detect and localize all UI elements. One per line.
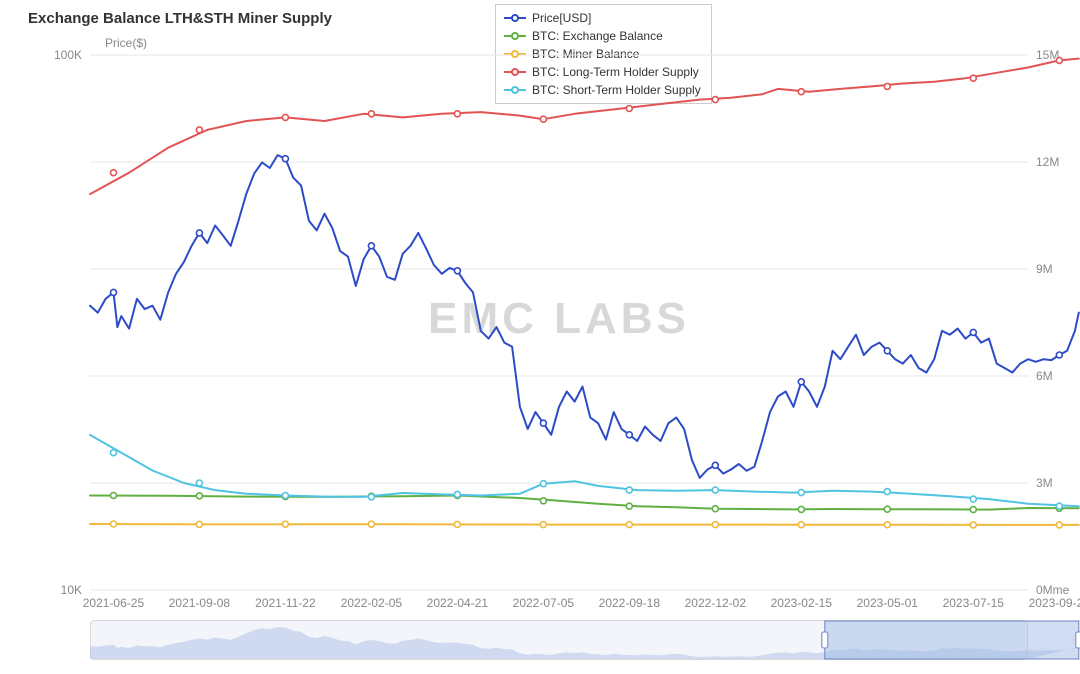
y-right-tick-label: 15M	[1036, 48, 1059, 62]
legend-marker-icon	[504, 13, 526, 23]
x-tick-label: 2021-09-08	[169, 596, 230, 610]
x-tick-label: 2022-02-05	[341, 596, 402, 610]
time-brush[interactable]	[90, 620, 1028, 660]
x-tick-label: 2022-12-02	[685, 596, 746, 610]
x-tick-label: 2021-11-22	[255, 596, 316, 610]
x-tick-label: 2023-09-28	[1029, 596, 1080, 610]
x-tick-label: 2022-04-21	[427, 596, 488, 610]
brush-handle	[1076, 632, 1080, 648]
x-tick-label: 2021-06-25	[83, 596, 144, 610]
legend-item[interactable]: Price[USD]	[504, 9, 701, 27]
legend-item[interactable]: BTC: Exchange Balance	[504, 27, 701, 45]
legend-marker-icon	[504, 31, 526, 41]
x-tick-label: 2023-05-01	[857, 596, 918, 610]
y-right-tick-label: 9M	[1036, 262, 1053, 276]
x-tick-label: 2023-02-15	[771, 596, 832, 610]
chart-container: { "title": "Exchange Balance LTH&STH Min…	[0, 0, 1080, 674]
plot-area[interactable]: EMC LABS 10K100K0Mme3M6M9M12M15M2021-06-…	[90, 55, 1028, 590]
y-left-tick-label: 100K	[54, 48, 82, 62]
y-right-tick-label: 3M	[1036, 476, 1053, 490]
legend-label: BTC: Exchange Balance	[532, 27, 663, 45]
brush-handle	[822, 632, 828, 648]
legend-label: Price[USD]	[532, 9, 591, 27]
y-right-tick-label: 12M	[1036, 155, 1059, 169]
y-left-tick-label: 10K	[61, 583, 82, 597]
chart-title: Exchange Balance LTH&STH Miner Supply	[28, 10, 332, 27]
y-right-tick-label: 6M	[1036, 369, 1053, 383]
x-tick-label: 2023-07-15	[943, 596, 1004, 610]
time-brush-svg	[90, 620, 1028, 660]
chart-svg	[90, 55, 1028, 590]
x-tick-label: 2022-09-18	[599, 596, 660, 610]
x-tick-label: 2022-07-05	[513, 596, 574, 610]
y-right-tick-label: 0Mme	[1036, 583, 1069, 597]
y-axis-left-label: Price($)	[105, 36, 147, 50]
